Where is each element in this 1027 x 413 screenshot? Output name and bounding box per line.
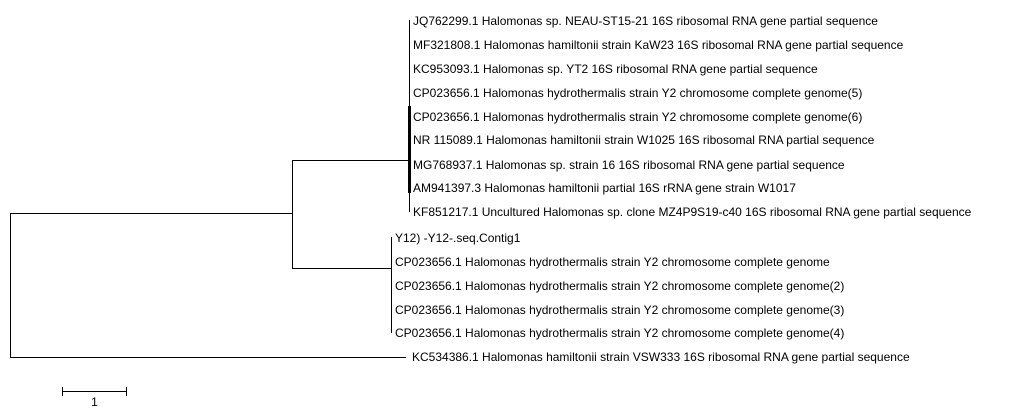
taxon-label: CP023656.1 Halomonas hydrothermalis stra… [395,303,845,317]
taxon-label: MF321808.1 Halomonas hamiltonii strain K… [413,38,904,52]
scale-bar-label: 1 [91,395,98,409]
branch-line-root-vertical [10,213,11,358]
branch-line-root-horizontal [10,213,293,214]
branch-line-upper-subclade-spine [408,106,411,193]
scale-bar-right-tick [126,387,127,396]
taxon-label: Y12) -Y12-.seq.Contig1 [395,231,521,245]
taxon-label: KF851217.1 Uncultured Halomonas sp. clon… [413,205,972,219]
branch-line-lower-clade-spine [391,237,392,333]
taxon-label: CP023656.1 Halomonas hydrothermalis stra… [413,86,863,100]
taxon-label: CP023656.1 Halomonas hydrothermalis stra… [395,279,845,293]
branch-line-lower-clade-horizontal [292,268,392,269]
taxon-label: CP023656.1 Halomonas hydrothermalis stra… [395,326,845,340]
branch-line-outgroup-horizontal [10,357,406,358]
scale-bar-line [62,391,127,392]
branch-line-inner-node-vertical [292,160,293,268]
taxon-label: KC953093.1 Halomonas sp. YT2 16S ribosom… [413,62,818,76]
taxon-label: CP023656.1 Halomonas hydrothermalis stra… [395,255,830,269]
taxon-label: KC534386.1 Halomonas hamiltonii strain V… [412,350,910,364]
taxon-label: CP023656.1 Halomonas hydrothermalis stra… [413,110,863,124]
taxon-label: JQ762299.1 Halomonas sp. NEAU-ST15-21 16… [413,14,878,28]
taxon-label: MG768937.1 Halomonas sp. strain 16 16S r… [413,158,845,172]
branch-line-upper-clade-horizontal [292,160,410,161]
scale-bar-left-tick [62,387,63,396]
taxon-label: NR 115089.1 Halomonas hamiltonii strain … [413,133,875,147]
taxon-label: AM941397.3 Halomonas hamiltonii partial … [413,181,796,195]
